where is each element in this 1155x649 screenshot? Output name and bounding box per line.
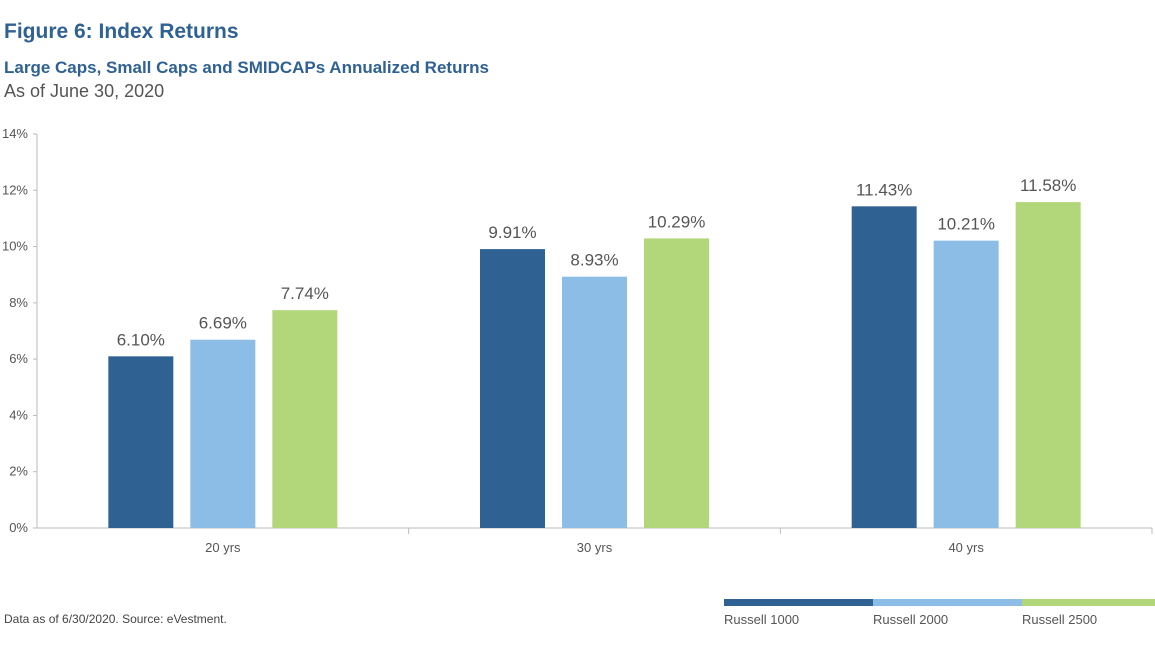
data-label: 10.21% <box>937 215 995 234</box>
bar-russell-2500 <box>1015 202 1081 528</box>
bar-russell-2500 <box>272 310 338 528</box>
legend-swatch-russell-2000 <box>873 599 1022 606</box>
legend-swatch-russell-2500 <box>1022 599 1155 606</box>
bar-russell-1000 <box>108 356 174 528</box>
source-note: Data as of 6/30/2020. Source: eVestment. <box>4 612 227 626</box>
legend-item-russell-2500: Russell 2500 <box>1022 599 1155 627</box>
x-tick-label: 30 yrs <box>577 540 613 555</box>
data-label: 11.43% <box>856 180 912 199</box>
data-label: 10.29% <box>648 212 706 231</box>
y-tick-label: 12% <box>2 182 28 197</box>
y-tick-label: 6% <box>9 351 28 366</box>
legend-label-russell-1000: Russell 1000 <box>724 612 800 627</box>
bar-russell-1000 <box>851 206 917 528</box>
as-of-date: As of June 30, 2020 <box>4 81 165 101</box>
legend-label-russell-2500: Russell 2500 <box>1022 612 1098 627</box>
chart-subtitle: Large Caps, Small Caps and SMIDCAPs Annu… <box>4 58 489 77</box>
y-tick-label: 0% <box>9 520 28 535</box>
legend-label-russell-2000: Russell 2000 <box>873 612 949 627</box>
x-tick-label: 20 yrs <box>205 540 241 555</box>
bar-russell-1000 <box>480 249 545 528</box>
data-label: 9.91% <box>488 223 536 242</box>
x-tick-label: 40 yrs <box>948 540 984 555</box>
data-label: 7.74% <box>281 284 329 303</box>
legend-swatch-russell-1000 <box>724 599 873 606</box>
y-tick-label: 14% <box>2 126 28 141</box>
data-label: 6.69% <box>199 314 247 333</box>
y-tick-label: 10% <box>2 239 28 254</box>
bar-russell-2000 <box>562 276 627 528</box>
y-tick-label: 2% <box>9 464 28 479</box>
bar-russell-2000 <box>190 339 256 528</box>
bar-russell-2500 <box>644 238 709 528</box>
y-tick-label: 8% <box>9 295 28 310</box>
legend: Russell 1000 Russell 2000 Russell 2500 <box>724 599 1155 627</box>
data-label: 11.58% <box>1020 176 1076 195</box>
data-label: 6.10% <box>117 330 165 349</box>
y-tick-label: 4% <box>9 407 28 422</box>
chart-title: Figure 6: Index Returns <box>4 20 239 43</box>
legend-item-russell-1000: Russell 1000 <box>724 599 873 627</box>
bar-russell-2000 <box>933 240 999 528</box>
legend-item-russell-2000: Russell 2000 <box>873 599 1022 627</box>
data-label: 8.93% <box>570 251 618 270</box>
